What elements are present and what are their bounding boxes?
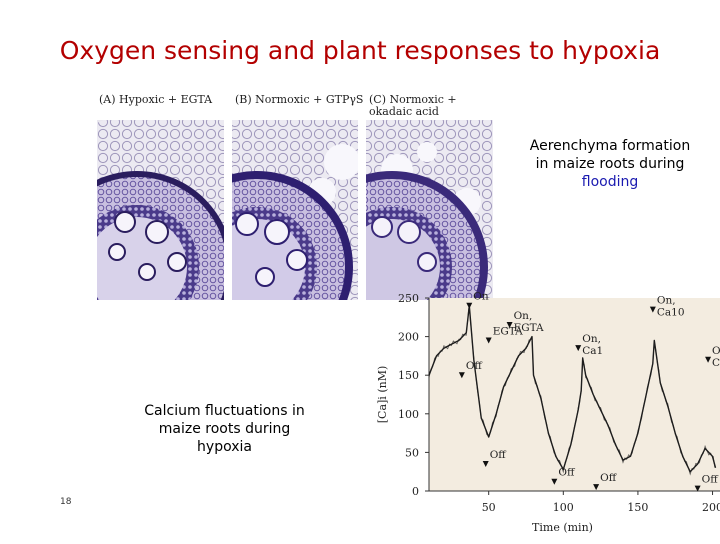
y-tick-label: 0 [412, 485, 419, 498]
annotation-label: On [473, 291, 489, 303]
slide-title: Oxygen sensing and plant responses to hy… [59, 36, 661, 65]
aerenchyma-caption: Aerenchyma formation in maize roots duri… [515, 137, 705, 191]
y-axis-label: [Ca]i (nM) [376, 366, 389, 424]
annotation-label: On, [514, 310, 533, 322]
annotation-label: On. [712, 345, 720, 357]
x-axis-label: Time (min) [532, 521, 593, 534]
panel-label-c-line1: (C) Normoxic + [369, 93, 457, 106]
annotation-label: On, [582, 333, 601, 345]
calcium-caption-line3: hypoxia [197, 439, 252, 455]
annotation-arrowhead [649, 306, 656, 313]
annotation-arrowhead [482, 460, 489, 467]
panel-label-b: (B) Normoxic + GTPγS [235, 93, 364, 106]
y-tick-label: 150 [398, 369, 419, 382]
x-tick-label: 100 [553, 501, 574, 514]
annotation-arrowhead [593, 484, 600, 491]
panel-label-c: (C) Normoxic + okadaic acid [369, 94, 457, 118]
calcium-chart-svg: 0 50 100 150 200 250 50 100 150 200 Time (min) [Ca]… [376, 291, 720, 534]
x-tick-label: 50 [482, 501, 496, 514]
annotation-label: Off [466, 360, 484, 372]
annotation-label: EGTA [493, 325, 523, 337]
annotation-arrowhead [694, 485, 701, 492]
panel-label-a: (A) Hypoxic + EGTA [99, 93, 213, 106]
calcium-caption-line2: maize roots during [158, 421, 291, 437]
annotation-label-line2: Ca1 [582, 345, 603, 357]
annotation-label: Off [702, 474, 720, 486]
x-tick-label: 150 [627, 501, 648, 514]
annotation-label: On, [657, 295, 676, 307]
calcium-chart: 0 50 100 150 200 250 50 100 150 200 Time (min) [Ca]… [370, 288, 720, 540]
annotation-arrowhead [466, 302, 473, 309]
annotation-label: Off [558, 467, 576, 479]
annotation-arrowhead [506, 322, 513, 329]
calcium-caption-line1: Calcium fluctuations in [144, 403, 305, 419]
annotation-arrowhead [458, 372, 465, 379]
series-noise-0 [428, 305, 716, 476]
annotation-arrowhead [551, 478, 558, 485]
micrograph-figure: (A) Hypoxic + EGTA (B) Normoxic + GTPγS … [97, 92, 493, 300]
aerenchyma-caption-highlight: flooding [581, 174, 639, 190]
x-tick-label: 200 [702, 501, 720, 514]
y-tick-label: 200 [398, 331, 419, 344]
y-tick-label: 50 [405, 446, 419, 459]
aerenchyma-caption-line2: in maize roots during [535, 156, 685, 172]
annotation-label: Off [600, 472, 618, 484]
annotation-label-line2: Ca10 [657, 307, 685, 319]
micrograph-images [97, 120, 493, 300]
aerenchyma-caption-line1: Aerenchyma formation [529, 138, 691, 154]
y-tick-label: 100 [398, 408, 419, 421]
annotation-label-line2: Ca10 [712, 357, 720, 369]
slide-number: 18 [60, 497, 72, 507]
panel-label-c-line2: okadaic acid [369, 105, 439, 118]
y-tick-label: 250 [398, 292, 419, 305]
annotation-label-line2: EGTA [514, 322, 544, 334]
annotation-arrowhead [575, 345, 582, 352]
calcium-caption: Calcium fluctuations in maize roots duri… [122, 402, 327, 456]
annotation-label: Off [490, 449, 508, 461]
plot-background [429, 298, 720, 491]
annotation-arrowhead [705, 356, 712, 363]
annotation-arrowhead [485, 337, 492, 344]
